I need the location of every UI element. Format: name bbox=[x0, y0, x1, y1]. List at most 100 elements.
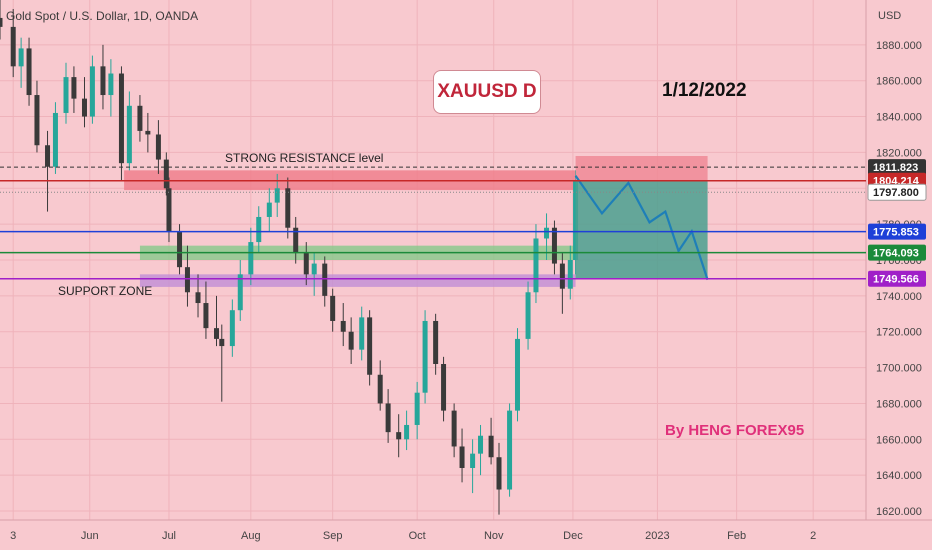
candle-body bbox=[266, 202, 272, 217]
candle-body bbox=[219, 338, 225, 347]
time-tick-label: 2 bbox=[810, 530, 816, 542]
candle-body bbox=[340, 320, 346, 332]
candle-body bbox=[52, 112, 58, 167]
price-tick-label: 1840.000 bbox=[876, 112, 922, 124]
candle-body bbox=[71, 77, 77, 99]
candle-body bbox=[18, 48, 24, 67]
candle-body bbox=[10, 26, 16, 67]
symbol-title: Gold Spot / U.S. Dollar, 1D, OANDA bbox=[6, 9, 199, 23]
price-tag-bg bbox=[867, 183, 927, 201]
candle-body bbox=[359, 317, 365, 350]
candle-body bbox=[348, 331, 354, 350]
time-tick-label: Jul bbox=[162, 530, 176, 542]
price-tag-bg bbox=[868, 159, 926, 176]
price-levels: 1811.8231804.2141797.8001775.8531764.093… bbox=[0, 159, 927, 287]
price-tag-label: 1797.800 bbox=[873, 187, 919, 199]
candle-body bbox=[248, 242, 254, 275]
candle-body bbox=[195, 292, 201, 304]
candle-body bbox=[544, 227, 550, 239]
candle-body bbox=[404, 424, 410, 440]
candle-body bbox=[145, 130, 151, 135]
candle-body bbox=[45, 145, 51, 167]
position-box-stop bbox=[575, 156, 708, 181]
price-tag-label: 1811.823 bbox=[873, 162, 918, 174]
candle-body bbox=[118, 73, 124, 164]
candle-body bbox=[303, 252, 309, 275]
price-tick-label: 1880.000 bbox=[876, 40, 922, 52]
time-tick-label: Nov bbox=[484, 530, 504, 542]
time-tick-label: Dec bbox=[563, 530, 583, 542]
candle-body bbox=[422, 320, 428, 393]
price-tick-label: 1660.000 bbox=[876, 434, 922, 446]
support-label: SUPPORT ZONE bbox=[58, 284, 153, 298]
price-tick-label: 1820.000 bbox=[876, 147, 922, 159]
price-tick-label: 1620.000 bbox=[876, 506, 922, 518]
price-tag-label: 1764.093 bbox=[873, 248, 919, 260]
author-annotation: By HENG FOREX95 bbox=[665, 422, 805, 439]
time-axis: 3 Jun Jul Aug Sep Oct Nov Dec 2023 Feb 2 bbox=[0, 519, 932, 542]
candle-body bbox=[229, 310, 235, 347]
price-tag-bg bbox=[868, 223, 926, 240]
time-tick-label: Aug bbox=[241, 530, 261, 542]
candle-body bbox=[514, 338, 520, 411]
candle-body bbox=[155, 134, 161, 160]
candle-body bbox=[311, 263, 317, 275]
candle-body bbox=[496, 457, 502, 490]
candle-body bbox=[63, 77, 69, 113]
candle-body bbox=[166, 188, 172, 232]
candle-body bbox=[293, 227, 299, 253]
time-tick-label: Oct bbox=[409, 530, 426, 542]
price-tag-bg bbox=[868, 244, 926, 261]
date-annotation: 1/12/2022 bbox=[662, 80, 747, 101]
candle-body bbox=[274, 188, 280, 203]
candle-body bbox=[459, 446, 465, 468]
candle-body bbox=[567, 260, 573, 289]
candle-body bbox=[256, 216, 262, 243]
candle-body bbox=[237, 274, 243, 311]
candle-body bbox=[525, 292, 531, 339]
candle-body bbox=[126, 105, 132, 164]
symbol-badge: XAUUSD D bbox=[433, 70, 541, 114]
candle-body bbox=[89, 66, 95, 117]
candle-body bbox=[488, 435, 494, 458]
candle-body bbox=[26, 48, 32, 96]
price-tag-label: 1749.566 bbox=[873, 274, 919, 286]
time-tick-label: 2023 bbox=[645, 530, 669, 542]
candle-body bbox=[177, 231, 183, 268]
candle-body bbox=[396, 432, 402, 440]
candle-body bbox=[285, 188, 291, 228]
resistance-label: STRONG RESISTANCE level bbox=[225, 151, 384, 165]
candle-body bbox=[0, 17, 3, 27]
position-box-target bbox=[575, 180, 708, 279]
candles bbox=[0, 0, 579, 515]
candle-body bbox=[533, 238, 539, 293]
candle-body bbox=[203, 303, 209, 329]
candle-body bbox=[551, 227, 557, 264]
candle-body bbox=[163, 159, 169, 189]
candle-body bbox=[34, 95, 40, 146]
zone-support bbox=[139, 274, 576, 287]
candle-body bbox=[330, 295, 336, 321]
candle-body bbox=[214, 328, 219, 339]
projection-line bbox=[574, 175, 709, 281]
projection-path bbox=[574, 175, 709, 281]
time-tick-label: Feb bbox=[727, 530, 746, 542]
candle-body bbox=[108, 73, 114, 96]
price-tick-label: 1740.000 bbox=[876, 291, 922, 303]
time-tick-label: 3 bbox=[10, 530, 16, 542]
candle-body bbox=[433, 320, 439, 364]
candle-body bbox=[559, 263, 565, 289]
candle-body bbox=[385, 403, 391, 433]
time-tick-label: Jun bbox=[81, 530, 99, 542]
candle-body bbox=[478, 435, 484, 454]
candle-body bbox=[137, 105, 143, 131]
time-tick-label: Sep bbox=[323, 530, 343, 542]
candle-body bbox=[184, 267, 190, 293]
price-tick-label: 1700.000 bbox=[876, 363, 922, 375]
candle-body bbox=[470, 453, 476, 468]
candle-body bbox=[322, 263, 328, 296]
zones bbox=[124, 170, 576, 287]
candle-body bbox=[367, 317, 373, 375]
price-tick-label: 1640.000 bbox=[876, 470, 922, 482]
